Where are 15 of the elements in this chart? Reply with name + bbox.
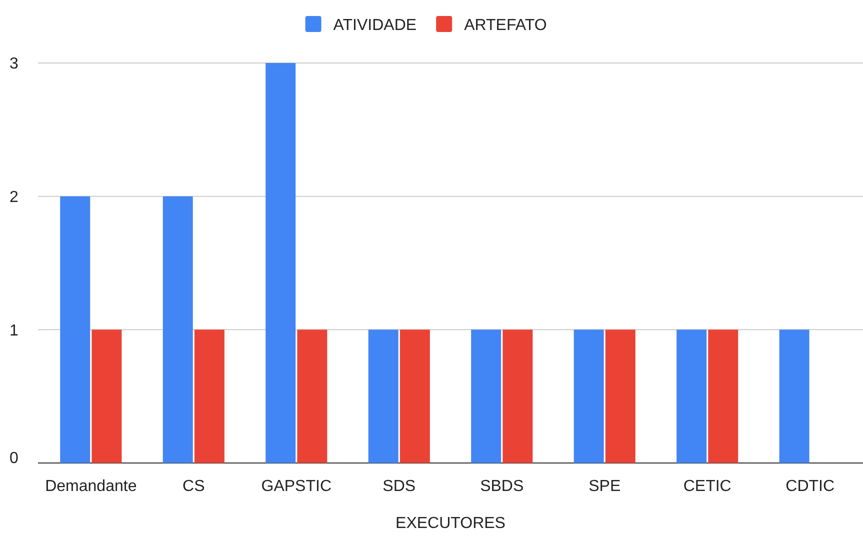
x-tick-label: CDTIC [786,478,835,495]
legend-label: ARTEFATO [464,17,547,34]
x-axis-title: EXECUTORES [396,515,506,532]
x-tick-label: SPE [588,478,621,495]
x-tick-label: SBDS [480,478,524,495]
y-tick-label: 1 [10,322,19,340]
x-tick-label: GAPSTIC [261,478,332,495]
y-tick-label: 2 [10,188,19,206]
y-tick-label: 0 [10,450,19,467]
x-tick-label: SDS [382,478,416,495]
x-tick-label: Demandante [45,478,137,495]
x-tick-label: CETIC [683,478,732,495]
legend-label: ATIVIDADE [333,17,417,34]
x-tick-label: CS [182,478,205,495]
y-tick-label: 3 [10,56,19,73]
